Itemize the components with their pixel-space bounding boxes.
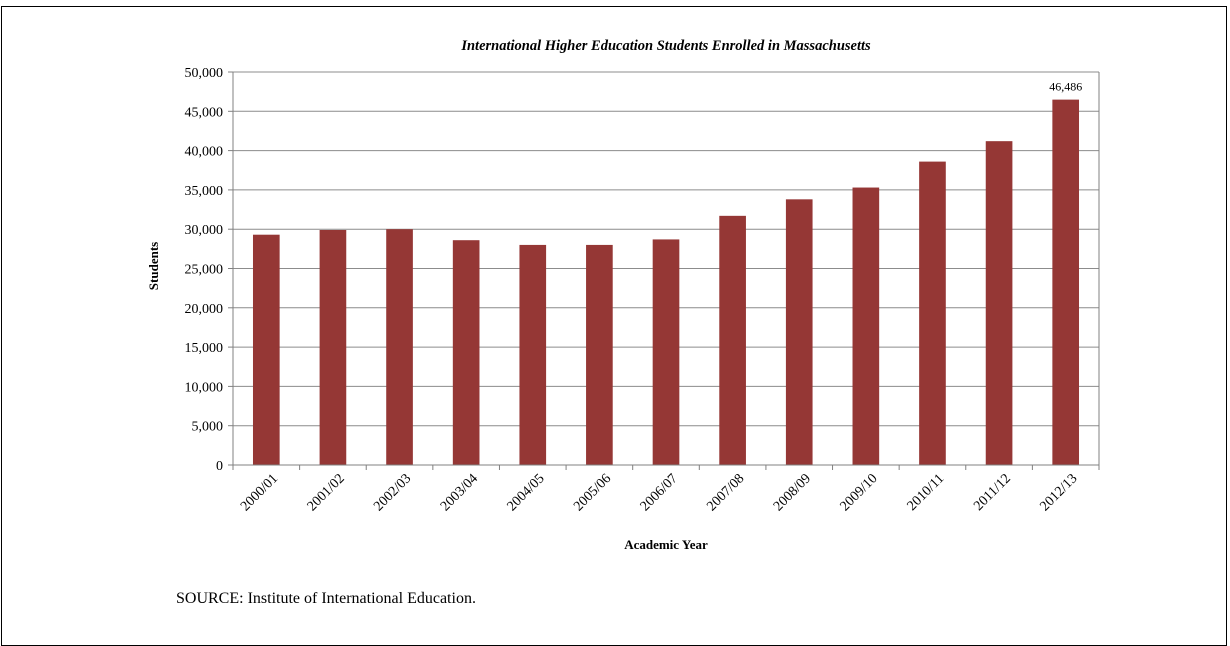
bar-2010-11 <box>919 161 946 465</box>
x-tick-label: 2006/07 <box>638 471 681 514</box>
bar-2009-10 <box>852 187 880 466</box>
x-tick-labels: 2000/01 2001/02 2002/03 2003/04 2004/05 2005/… <box>238 471 1080 514</box>
x-tick-label: 2008/09 <box>771 471 814 514</box>
x-tick-label: 2004/05 <box>505 471 548 514</box>
data-label: 46,486 <box>1049 80 1082 94</box>
bars <box>252 99 1080 466</box>
y-tick-label: 45,000 <box>185 105 224 120</box>
bar-chart: International Higher Education Students … <box>146 38 1100 552</box>
y-tick-label: 25,000 <box>185 263 224 278</box>
gridlines <box>233 71 1099 427</box>
y-tick-label: 30,000 <box>185 223 224 238</box>
x-tick-label: 2000/01 <box>238 471 281 514</box>
bar-2011-12 <box>985 141 1013 466</box>
x-tick-label: 2002/03 <box>371 471 414 514</box>
y-tick-label: 15,000 <box>185 341 224 356</box>
x-tick-label: 2012/13 <box>1037 471 1080 514</box>
bar-2000-01 <box>252 234 280 465</box>
x-tick-label: 2001/02 <box>305 471 348 514</box>
y-tick-label: 0 <box>216 459 223 474</box>
y-tick-label: 20,000 <box>185 302 224 317</box>
x-tick-label: 2007/08 <box>704 471 747 514</box>
bar-2006-07 <box>652 239 680 465</box>
x-tick-label: 2003/04 <box>438 471 481 514</box>
bar-2007-08 <box>719 215 746 465</box>
bar-2002-03 <box>386 229 413 465</box>
x-tick-label: 2010/11 <box>905 471 948 514</box>
source-note: SOURCE: Institute of International Educa… <box>176 590 476 607</box>
y-tick-labels: 0 5,000 10,000 15,000 20,000 25,000 30,000 35,0… <box>185 66 224 474</box>
bar-2008-09 <box>785 199 813 465</box>
bar-2001-02 <box>319 229 347 465</box>
x-axis-title: Academic Year <box>624 537 708 552</box>
y-tick-label: 50,000 <box>185 66 224 81</box>
data-labels: 46,486 <box>1049 80 1082 94</box>
x-tick-label: 2005/06 <box>571 471 614 514</box>
axes <box>228 71 1100 470</box>
bar-2003-04 <box>452 240 480 465</box>
bar-2004-05 <box>519 244 547 465</box>
chart-title: International Higher Education Students … <box>460 38 871 54</box>
y-tick-label: 40,000 <box>185 145 224 160</box>
x-tick-label: 2009/10 <box>838 471 881 514</box>
x-tick-label: 2011/12 <box>971 471 1014 514</box>
y-tick-label: 5,000 <box>192 420 224 435</box>
y-axis-title: Students <box>146 242 161 290</box>
bar-2012-13 <box>1052 99 1080 466</box>
y-tick-label: 10,000 <box>185 380 224 395</box>
y-tick-label: 35,000 <box>185 184 224 199</box>
bar-2005-06 <box>586 244 613 465</box>
